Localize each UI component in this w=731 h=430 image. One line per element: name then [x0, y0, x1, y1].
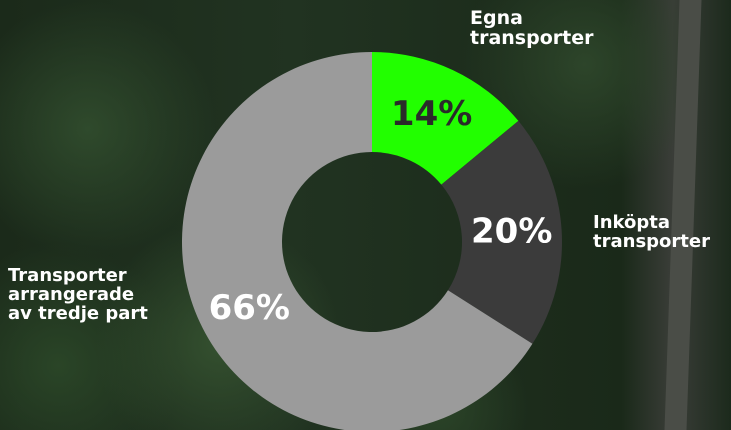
donut-slice [182, 52, 533, 430]
category-label: Transporter arrangerade av tredje part [8, 265, 148, 324]
value-label: 66% [209, 288, 290, 328]
value-label: 14% [391, 94, 472, 134]
category-label: Inköpta transporter [593, 212, 710, 252]
donut-slice [372, 52, 519, 185]
category-label: Egna transporter [470, 7, 594, 49]
donut-slice [441, 120, 562, 344]
value-label: 20% [471, 212, 552, 252]
